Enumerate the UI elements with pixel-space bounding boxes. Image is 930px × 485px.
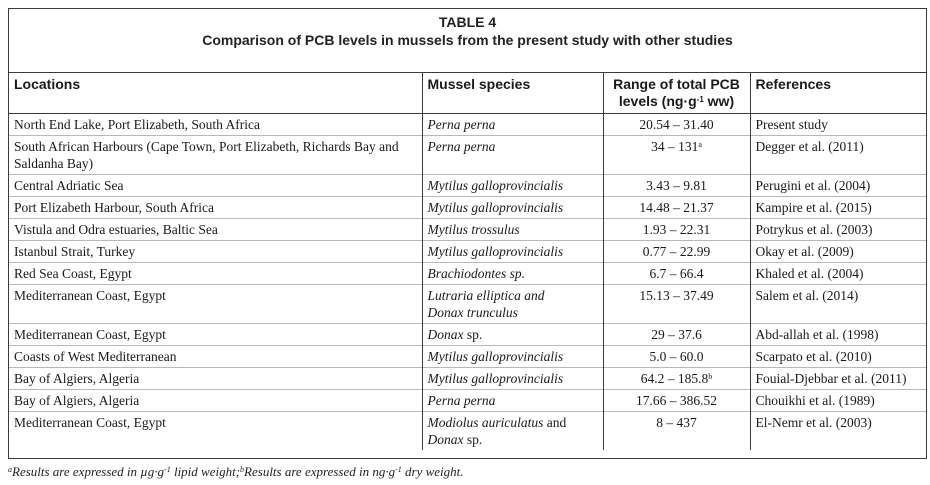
cell-reference: Chouikhi et al. (1989) — [749, 389, 926, 412]
header-references: References — [749, 73, 926, 114]
cell-species: Mytilus galloprovincialis — [421, 196, 603, 219]
cell-species: Modiolus auriculatus and Donax sp. — [421, 411, 603, 450]
table-row: Red Sea Coast, Egypt Brachiodontes sp. 6… — [9, 262, 926, 285]
cell-location: Mediterranean Coast, Egypt — [9, 411, 422, 450]
table-row: Vistula and Odra estuaries, Baltic Sea M… — [9, 218, 926, 241]
cell-reference: Kampire et al. (2015) — [749, 196, 926, 219]
cell-reference: Khaled et al. (2004) — [749, 262, 926, 285]
header-range: Range of total PCB levels (ng·g-1 ww) — [602, 73, 750, 114]
cell-reference: Potrykus et al. (2003) — [749, 218, 926, 241]
table-row: Port Elizabeth Harbour, South Africa Myt… — [9, 196, 926, 219]
table-frame: TABLE 4 Comparison of PCB levels in muss… — [8, 8, 927, 459]
cell-reference: El-Nemr et al. (2003) — [749, 411, 926, 450]
cell-species: Mytilus galloprovincialis — [421, 345, 603, 368]
cell-range: 34 – 131a — [602, 135, 750, 175]
cell-species: Mytilus galloprovincialis — [421, 367, 603, 390]
cell-range: 8 – 437 — [602, 411, 750, 450]
cell-reference: Degger et al. (2011) — [749, 135, 926, 175]
cell-range: 20.54 – 31.40 — [602, 113, 750, 136]
cell-location: Coasts of West Mediterranean — [9, 345, 422, 368]
cell-location: Mediterranean Coast, Egypt — [9, 323, 422, 346]
table-caption: TABLE 4 Comparison of PCB levels in muss… — [9, 9, 926, 73]
header-row: Locations Mussel species Range of total … — [9, 73, 926, 114]
table-label: TABLE 4 — [438, 14, 497, 30]
cell-location: Vistula and Odra estuaries, Baltic Sea — [9, 218, 422, 241]
table-title: Comparison of PCB levels in mussels from… — [202, 32, 733, 48]
table-row: Central Adriatic Sea Mytilus galloprovin… — [9, 174, 926, 197]
cell-range: 17.66 – 386.52 — [602, 389, 750, 412]
footnote-marker-b: b — [708, 372, 713, 381]
cell-reference: Fouial-Djebbar et al. (2011) — [749, 367, 926, 390]
cell-range: 6.7 – 66.4 — [602, 262, 750, 285]
cell-location: Istanbul Strait, Turkey — [9, 240, 422, 263]
cell-range: 29 – 37.6 — [602, 323, 750, 346]
table-row: Mediterranean Coast, Egypt Modiolus auri… — [9, 411, 926, 450]
cell-reference: Perugini et al. (2004) — [749, 174, 926, 197]
cell-location: North End Lake, Port Elizabeth, South Af… — [14, 117, 260, 132]
table-footnote: aResults are expressed in µg·g-1 lipid w… — [8, 464, 464, 479]
cell-location: Central Adriatic Sea — [9, 174, 422, 197]
pcb-comparison-table: Locations Mussel species Range of total … — [9, 73, 926, 450]
cell-reference: Abd-allah et al. (1998) — [749, 323, 926, 346]
cell-reference: Okay et al. (2009) — [749, 240, 926, 263]
cell-species: Mytilus galloprovincialis — [421, 174, 603, 197]
cell-species: Perna perna — [421, 135, 603, 175]
cell-location: South African Harbours (Cape Town, Port … — [9, 135, 422, 175]
cell-range: 14.48 – 21.37 — [602, 196, 750, 219]
footnote-marker-a: a — [698, 140, 702, 149]
cell-location: Bay of Algiers, Algeria — [9, 367, 422, 390]
table-row: Mediterranean Coast, Egypt Donax sp. 29 … — [9, 323, 926, 346]
table-row: Coasts of West Mediterranean Mytilus gal… — [9, 345, 926, 368]
cell-range: 0.77 – 22.99 — [602, 240, 750, 263]
cell-reference: Salem et al. (2014) — [749, 284, 926, 324]
table-row: Bay of Algiers, Algeria Perna perna 17.6… — [9, 389, 926, 412]
cell-species: Mytilus galloprovincialis — [421, 240, 603, 263]
cell-species: Perna perna — [421, 389, 603, 412]
header-locations: Locations — [9, 73, 422, 114]
cell-species: Mytilus trossulus — [421, 218, 603, 241]
header-species: Mussel species — [421, 73, 603, 114]
cell-range: 64.2 – 185.8b — [602, 367, 750, 390]
table-row: Mediterranean Coast, Egypt Lutraria elli… — [9, 284, 926, 324]
cell-species: Brachiodontes sp. — [421, 262, 603, 285]
cell-location: Bay of Algiers, Algeria — [9, 389, 422, 412]
table-row: South African Harbours (Cape Town, Port … — [9, 135, 926, 175]
cell-location: Port Elizabeth Harbour, South Africa — [9, 196, 422, 219]
cell-range: 15.13 – 37.49 — [602, 284, 750, 324]
cell-range: 3.43 – 9.81 — [602, 174, 750, 197]
cell-species: Perna perna — [421, 113, 603, 136]
cell-location: Red Sea Coast, Egypt — [9, 262, 422, 285]
cell-reference: Present study — [749, 113, 926, 136]
cell-species: Donax sp. — [421, 323, 603, 346]
cell-range: 1.93 – 22.31 — [602, 218, 750, 241]
cell-reference: Scarpato et al. (2010) — [749, 345, 926, 368]
cell-species: Lutraria elliptica and Donax trunculus — [421, 284, 603, 324]
cell-location: Mediterranean Coast, Egypt — [9, 284, 422, 324]
table-row: North End Lake, Port Elizabeth, South Af… — [9, 113, 926, 136]
cell-range: 5.0 – 60.0 — [602, 345, 750, 368]
header-range-line2: levels (ng·g-1 ww) — [618, 93, 735, 109]
table-row: Bay of Algiers, Algeria Mytilus gallopro… — [9, 367, 926, 390]
table-row: Istanbul Strait, Turkey Mytilus gallopro… — [9, 240, 926, 263]
header-range-line1: Range of total PCB — [613, 76, 740, 92]
